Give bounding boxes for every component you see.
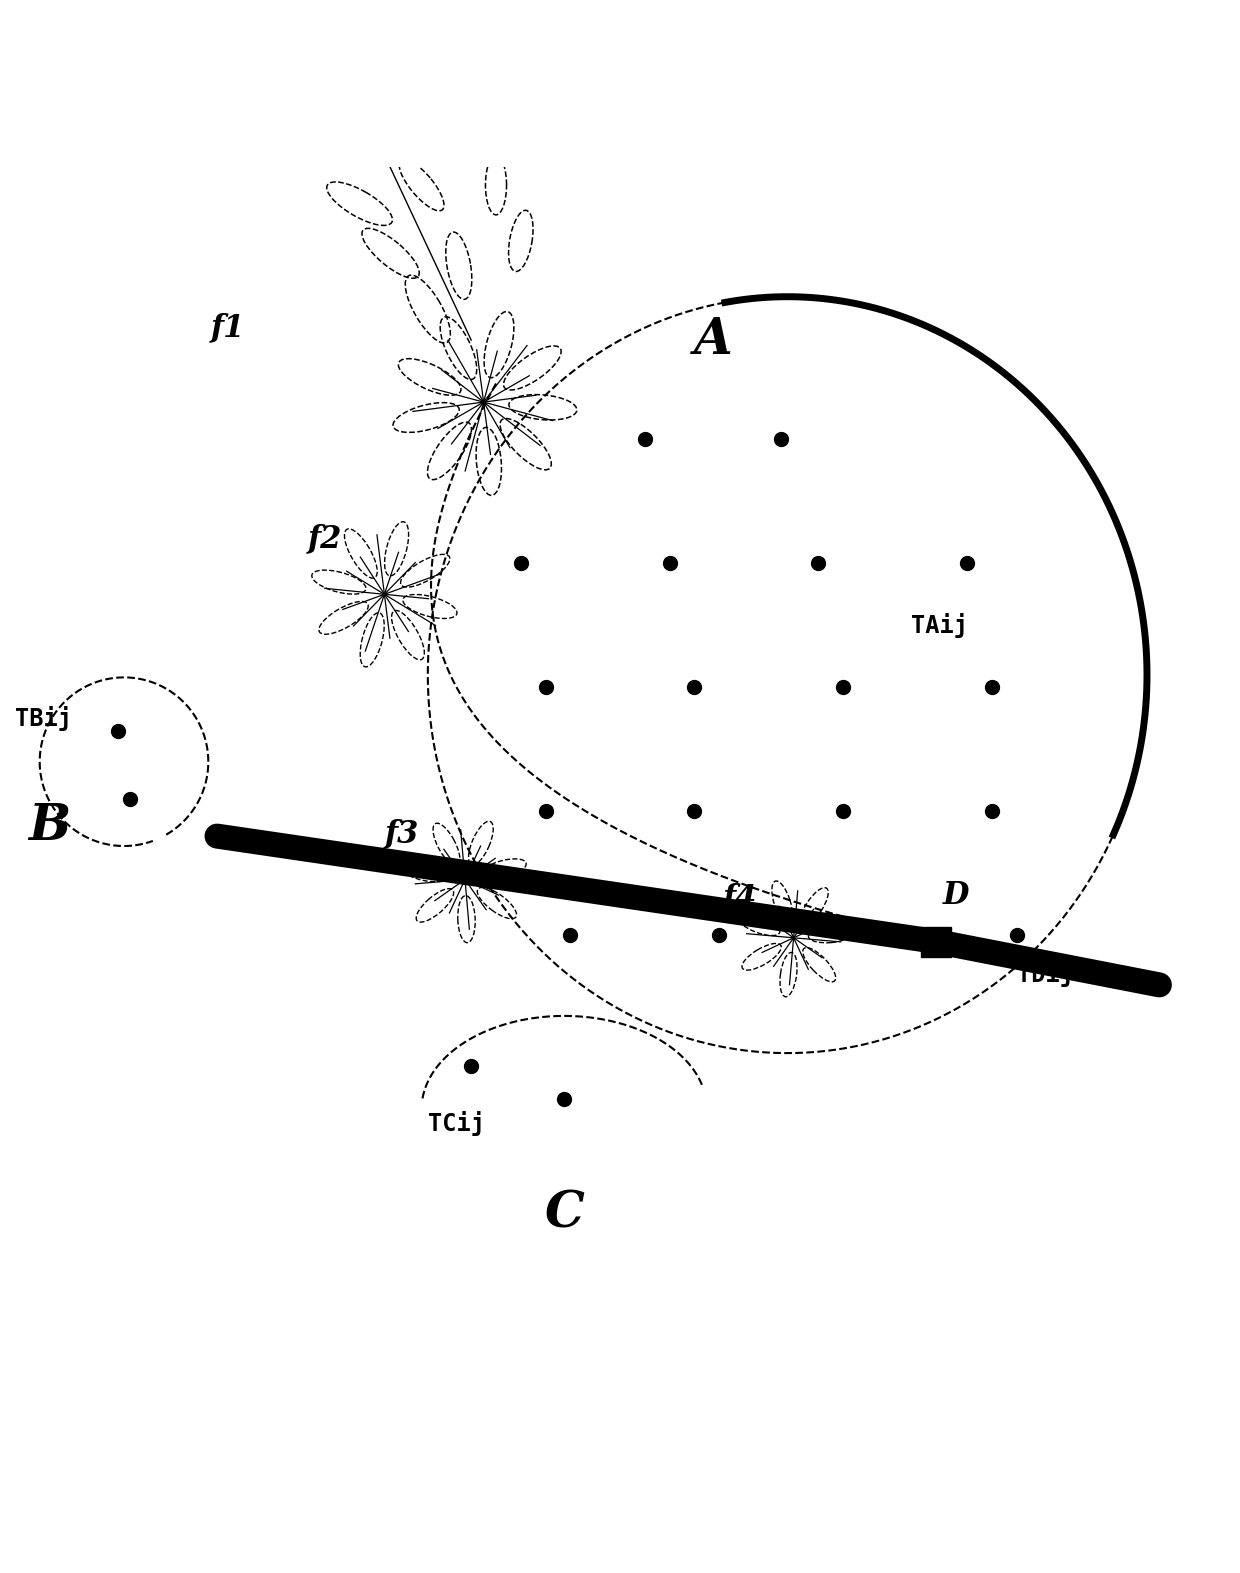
Text: A: A (693, 316, 733, 365)
Text: f1: f1 (211, 311, 246, 343)
Text: D: D (942, 879, 968, 911)
Text: C: C (544, 1189, 584, 1240)
Text: TDij: TDij (1017, 963, 1074, 988)
Text: f4: f4 (723, 882, 758, 914)
Text: B: B (29, 802, 71, 851)
Text: TBij: TBij (15, 706, 72, 731)
Text: f3: f3 (384, 818, 419, 849)
Text: TCij: TCij (428, 1111, 485, 1136)
Text: f2: f2 (308, 522, 342, 554)
Text: TAij: TAij (911, 613, 968, 637)
